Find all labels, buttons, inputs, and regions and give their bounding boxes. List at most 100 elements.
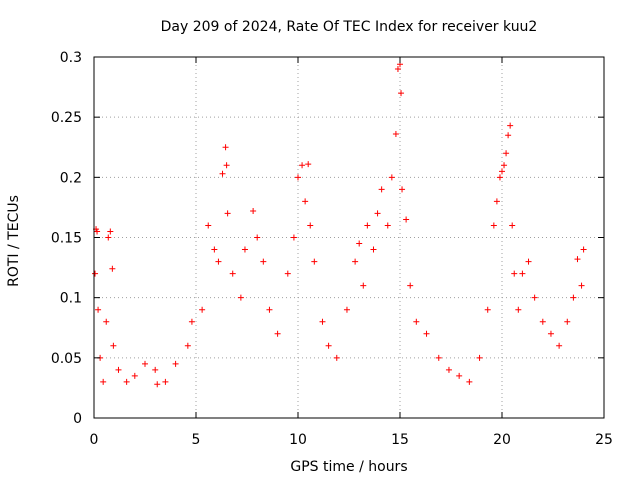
data-point (274, 330, 281, 337)
data-point (509, 222, 516, 229)
data-point (476, 354, 483, 361)
y-tick-label: 0.25 (51, 110, 82, 126)
data-point (490, 222, 497, 229)
data-point (364, 222, 371, 229)
data-point (333, 354, 340, 361)
data-point (399, 186, 406, 193)
data-point (499, 168, 505, 175)
data-point (352, 258, 359, 265)
y-tick-label: 0 (73, 411, 82, 427)
data-point (398, 90, 405, 97)
data-point (564, 318, 571, 325)
data-point (496, 174, 503, 181)
data-point (578, 282, 585, 289)
data-point (205, 222, 212, 229)
data-point (184, 342, 191, 349)
data-point (110, 342, 117, 349)
data-point (423, 330, 430, 337)
data-point (254, 234, 261, 241)
data-point (360, 282, 367, 289)
data-point (260, 258, 267, 265)
data-point (505, 132, 512, 139)
data-point (219, 170, 226, 177)
data-point (507, 122, 514, 129)
data-point (188, 318, 195, 325)
data-point (574, 256, 581, 263)
data-point (250, 208, 257, 215)
y-tick-label: 0.15 (51, 231, 82, 247)
data-point (105, 234, 112, 241)
data-point (374, 210, 381, 217)
data-point (103, 318, 110, 325)
data-point (394, 66, 401, 73)
data-point (515, 306, 522, 313)
data-point (525, 258, 532, 265)
data-point (501, 162, 508, 169)
x-tick-label: 10 (289, 432, 307, 448)
data-point (172, 360, 179, 367)
data-point (305, 161, 312, 168)
data-point (215, 258, 222, 265)
data-point (109, 265, 116, 272)
data-point (307, 222, 314, 229)
data-point (290, 234, 297, 241)
data-point (325, 342, 332, 349)
data-point (131, 372, 138, 379)
data-point (403, 216, 410, 223)
data-point (154, 381, 161, 388)
data-point (407, 282, 414, 289)
y-tick-label: 0.3 (60, 50, 82, 66)
data-point (123, 378, 130, 385)
data-point (142, 360, 148, 367)
data-point (356, 240, 363, 247)
x-tick-label: 20 (493, 432, 511, 448)
data-point (295, 174, 301, 181)
data-point (493, 198, 500, 205)
data-point (100, 378, 107, 385)
data-point (92, 270, 99, 277)
x-axis-label: GPS time / hours (290, 459, 407, 475)
data-point (456, 372, 463, 379)
data-point (199, 306, 206, 313)
data-point (484, 306, 491, 313)
data-point (570, 294, 577, 301)
x-tick-label: 25 (595, 432, 613, 448)
y-tick-label: 0.2 (60, 170, 82, 186)
data-point (152, 366, 159, 373)
chart-title: Day 209 of 2024, Rate Of TEC Index for r… (161, 19, 538, 35)
x-tick-label: 5 (192, 432, 201, 448)
axis-ticks: 0 5 10 15 20 25 0 0.05 0.1 0.15 0.2 0.25 0.3 (51, 50, 613, 448)
data-point (531, 294, 538, 301)
data-point (229, 270, 236, 277)
data-point (311, 258, 318, 265)
data-point (511, 270, 518, 277)
data-point (539, 318, 546, 325)
data-point (115, 366, 122, 373)
data-point (211, 246, 218, 253)
data-point (392, 131, 399, 138)
x-tick-label: 0 (90, 432, 99, 448)
data-point (224, 210, 231, 217)
data-point (503, 150, 510, 157)
data-point (222, 144, 229, 151)
data-point (266, 306, 273, 313)
data-point (466, 378, 473, 385)
data-point (223, 162, 230, 169)
data-point (413, 318, 420, 325)
data-point (384, 222, 391, 229)
data-point (299, 162, 306, 169)
y-axis-label: ROTI / TECUs (6, 195, 22, 287)
data-point (580, 246, 587, 253)
data-point (237, 294, 244, 301)
data-point (162, 378, 169, 385)
data-point (302, 198, 309, 205)
data-point (388, 174, 395, 181)
data-point (343, 306, 350, 313)
data-points (92, 61, 587, 388)
data-point (95, 306, 102, 313)
data-point (319, 318, 326, 325)
y-tick-label: 0.05 (51, 351, 82, 367)
data-point (556, 342, 563, 349)
data-point (370, 246, 377, 253)
